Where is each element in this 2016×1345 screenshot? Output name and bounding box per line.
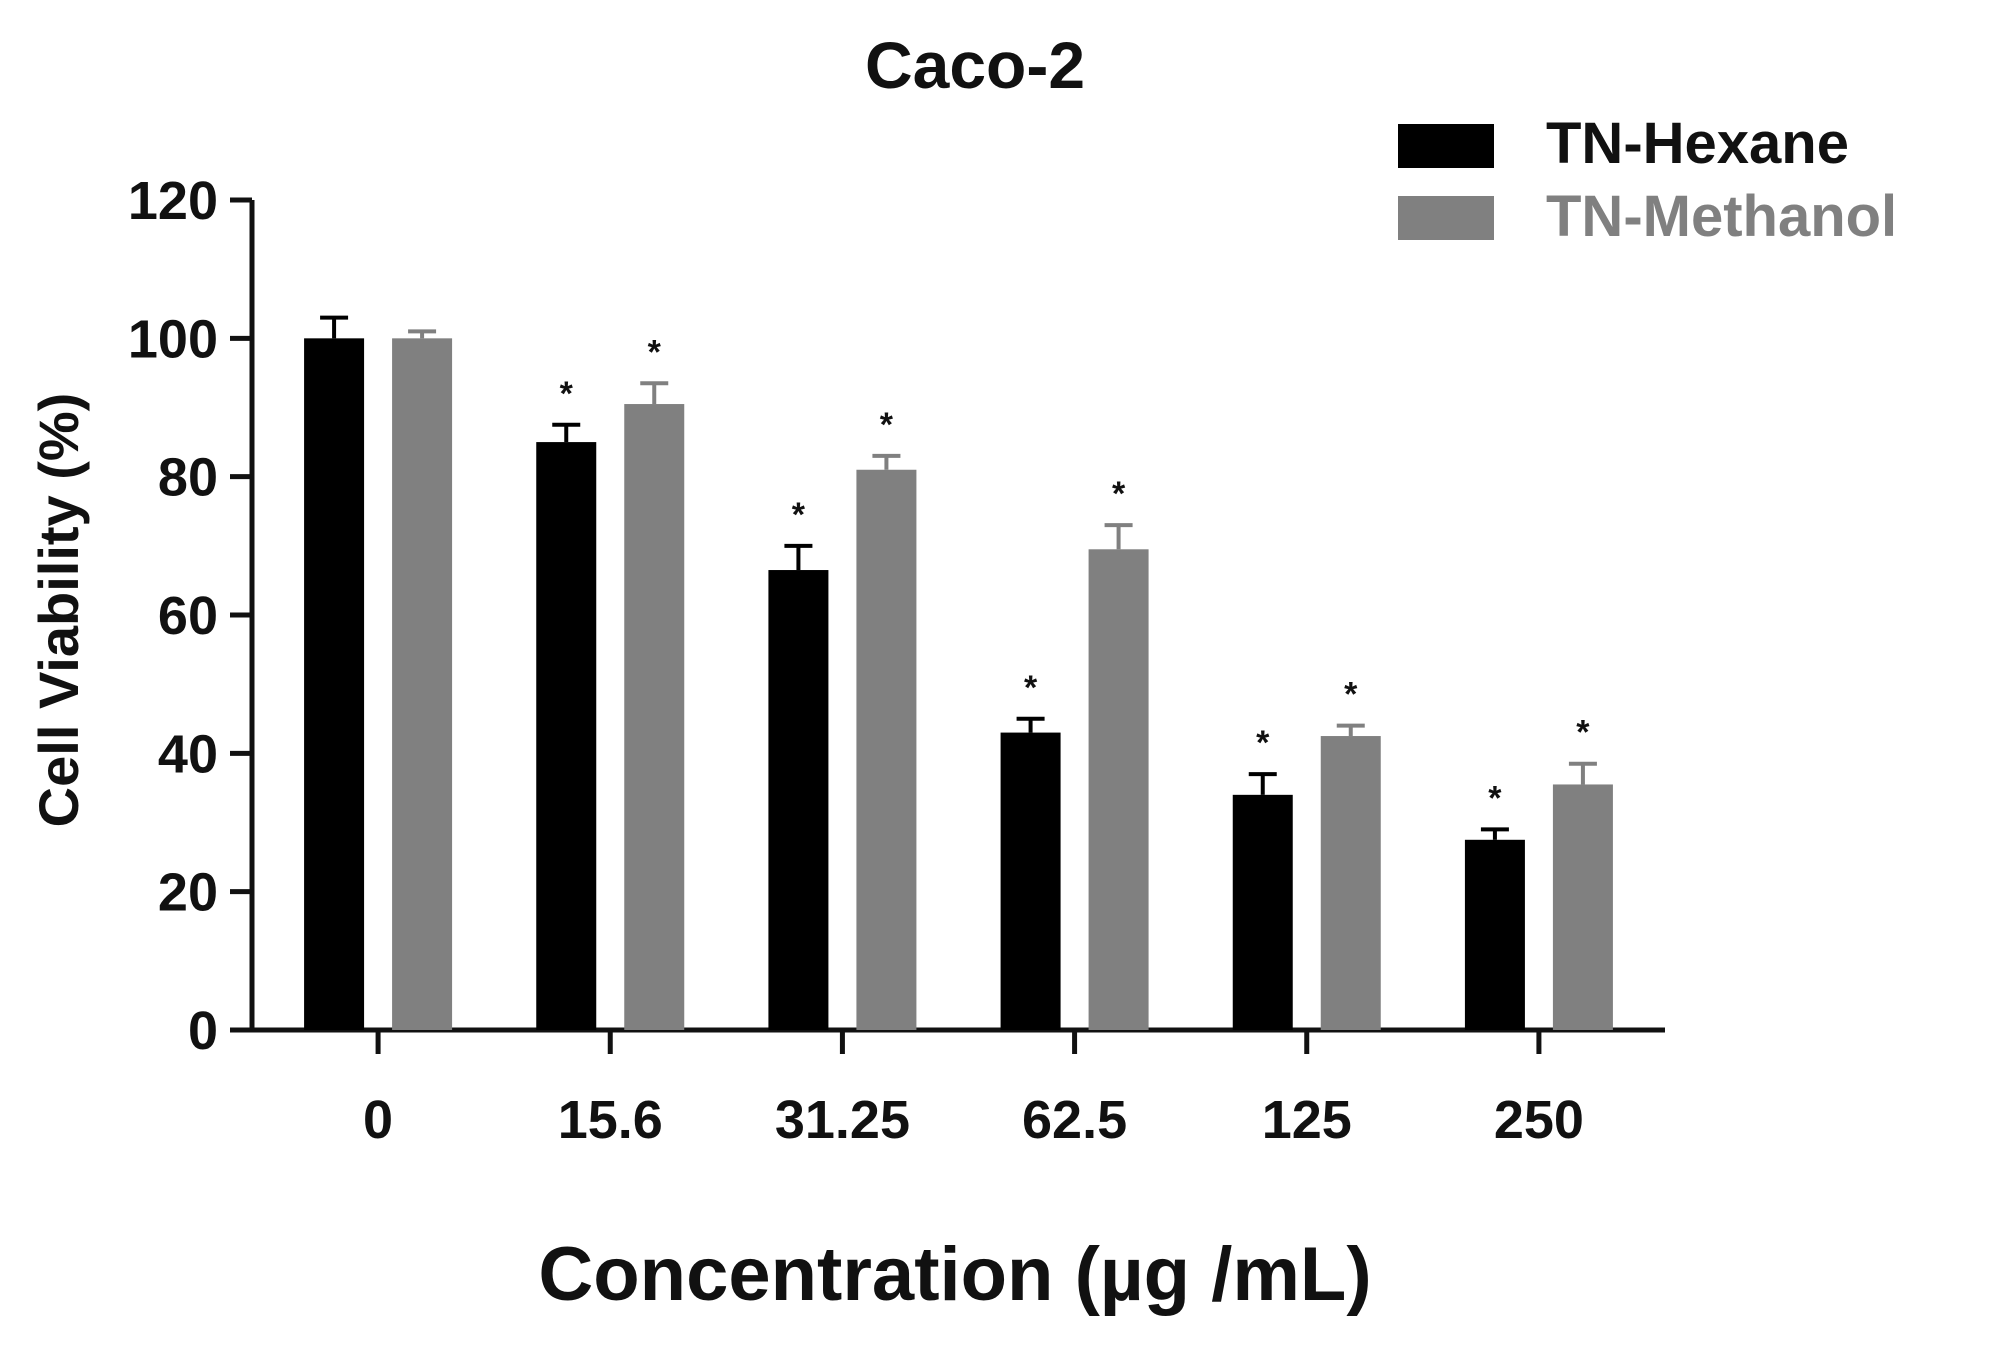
significance-marker: * bbox=[1024, 669, 1038, 707]
x-tick-label: 62.5 bbox=[1022, 1090, 1127, 1150]
legend-item-tn-hexane: TN-Hexane bbox=[1398, 111, 1849, 176]
legend-swatch-tn-hexane bbox=[1398, 124, 1494, 168]
bar-tn-hexane bbox=[768, 570, 829, 1030]
x-tick-label: 15.6 bbox=[558, 1090, 663, 1150]
x-tick-label: 250 bbox=[1494, 1090, 1584, 1150]
y-tick-label: 20 bbox=[158, 863, 218, 923]
bar-tn-hexane bbox=[536, 442, 597, 1030]
bar-tn-hexane bbox=[304, 338, 365, 1030]
bar-tn-methanol bbox=[1320, 736, 1381, 1030]
bar-tn-hexane bbox=[1000, 732, 1061, 1030]
legend-item-tn-methanol: TN-Methanol bbox=[1398, 184, 1897, 249]
significance-marker: * bbox=[1488, 779, 1502, 817]
y-tick-label: 120 bbox=[128, 171, 218, 231]
bar-tn-hexane bbox=[1464, 839, 1525, 1030]
y-axis: 0 20 40 60 80 100 120 bbox=[128, 171, 255, 1061]
legend-label-tn-methanol: TN-Methanol bbox=[1546, 184, 1897, 249]
x-tick-label: 31.25 bbox=[775, 1090, 910, 1150]
significance-marker: * bbox=[560, 375, 574, 413]
plot-area: * * * * * * * * * * bbox=[304, 315, 1613, 1031]
legend-swatch-tn-methanol bbox=[1398, 196, 1494, 240]
chart-title: Caco-2 bbox=[865, 28, 1085, 102]
y-axis-label: Cell Viability (%) bbox=[27, 393, 90, 828]
bar-tn-methanol bbox=[392, 338, 453, 1030]
legend-label-tn-hexane: TN-Hexane bbox=[1546, 111, 1849, 176]
significance-marker: * bbox=[792, 496, 806, 534]
significance-marker: * bbox=[880, 406, 894, 444]
x-axis: 0 15.6 31.25 62.5 125 250 bbox=[250, 1027, 1665, 1150]
significance-marker: * bbox=[1344, 676, 1358, 714]
significance-marker: * bbox=[1256, 724, 1270, 762]
bar-tn-methanol bbox=[1088, 549, 1149, 1030]
bar-tn-hexane bbox=[1232, 794, 1293, 1030]
x-tick-label: 0 bbox=[363, 1090, 393, 1150]
y-tick-label: 100 bbox=[128, 309, 218, 369]
bar-tn-methanol bbox=[856, 469, 917, 1030]
x-tick-label: 125 bbox=[1262, 1090, 1352, 1150]
significance-marker: * bbox=[1576, 714, 1590, 752]
significance-marker: * bbox=[1112, 475, 1126, 513]
y-tick-label: 0 bbox=[188, 1001, 218, 1061]
significance-marker: * bbox=[648, 333, 662, 371]
x-axis-label: Concentration (µg /mL) bbox=[538, 1232, 1371, 1317]
y-tick-label: 80 bbox=[158, 448, 218, 508]
bar-tn-methanol bbox=[624, 404, 685, 1031]
bar-tn-methanol bbox=[1552, 784, 1613, 1030]
y-tick-label: 60 bbox=[158, 586, 218, 646]
y-tick-label: 40 bbox=[158, 724, 218, 784]
legend: TN-Hexane TN-Methanol bbox=[1398, 111, 1897, 249]
